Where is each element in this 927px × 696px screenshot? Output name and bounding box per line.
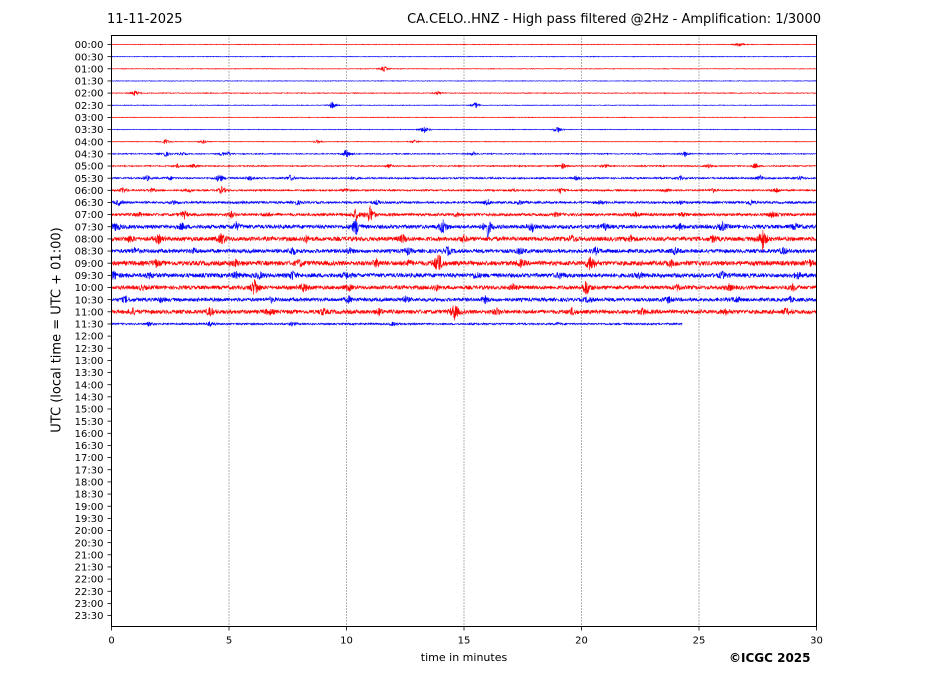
y-tick-label: 09:30	[75, 271, 104, 282]
x-tick-label: 20	[575, 636, 588, 647]
y-tick-label: 11:00	[75, 307, 104, 318]
y-tick-label: 22:30	[75, 587, 104, 598]
y-tick-label: 05:30	[75, 174, 104, 185]
trace-0800	[111, 230, 817, 253]
trace-0700	[111, 205, 817, 222]
trace-0930	[111, 270, 817, 280]
y-tick-label: 12:00	[75, 332, 104, 343]
trace-0200	[111, 90, 817, 96]
y-tick-label: 18:00	[75, 478, 104, 489]
y-tick-label: 02:00	[75, 89, 104, 100]
y-tick-label: 20:00	[75, 526, 104, 537]
y-tick-label: 04:00	[75, 137, 104, 148]
trace-0400	[111, 138, 817, 145]
y-tick-label: 18:30	[75, 490, 104, 501]
y-tick-label: 00:30	[75, 52, 104, 63]
vertical-gridlines	[228, 35, 700, 627]
y-tick-label: 07:00	[75, 210, 104, 221]
y-tick-label: 04:30	[75, 149, 104, 160]
y-tick-label: 22:00	[75, 575, 104, 586]
trace-0900	[111, 254, 817, 271]
y-tick-label: 05:00	[75, 162, 104, 173]
trace-0830	[111, 246, 817, 257]
y-tick-label: 23:30	[75, 611, 104, 622]
y-tick-label: 10:30	[75, 295, 104, 306]
trace-0530	[111, 174, 817, 182]
y-tick-label: 17:00	[75, 453, 104, 464]
y-tick-label: 01:30	[75, 77, 104, 88]
y-tick-label: 08:30	[75, 247, 104, 258]
y-tick-label: 15:30	[75, 417, 104, 428]
y-tick-label: 20:30	[75, 538, 104, 549]
y-tick-label: 13:00	[75, 356, 104, 367]
x-tick-label: 15	[458, 636, 471, 647]
y-tick-label: 14:30	[75, 392, 104, 403]
trace-0300	[111, 116, 817, 119]
y-tick-label: 13:30	[75, 368, 104, 379]
trace-1130	[111, 320, 683, 327]
y-tick-label: 21:30	[75, 563, 104, 574]
x-axis-label: time in minutes	[420, 651, 508, 664]
y-tick-label: 02:30	[75, 101, 104, 112]
y-tick-label: 16:30	[75, 441, 104, 452]
y-tick-label: 19:00	[75, 502, 104, 513]
trace-0100	[111, 65, 817, 72]
x-tick-label: 0	[108, 636, 114, 647]
plot-area	[111, 35, 817, 627]
trace-0230	[111, 101, 817, 109]
y-tick-label: 16:00	[75, 429, 104, 440]
x-tick-label: 5	[226, 636, 232, 647]
trace-0730	[111, 218, 817, 238]
y-tick-label: 11:30	[75, 320, 104, 331]
y-tick-label: 10:00	[75, 283, 104, 294]
trace-0630	[111, 199, 817, 207]
y-tick-label: 23:00	[75, 599, 104, 610]
y-tick-label: 07:30	[75, 222, 104, 233]
y-tick-label: 21:00	[75, 550, 104, 561]
y-tick-label: 03:00	[75, 113, 104, 124]
x-tick-label: 25	[693, 636, 706, 647]
recording-date: 11-11-2025	[107, 12, 183, 27]
x-axis-ticks: 0 5 10 15 20 25 30	[108, 626, 823, 647]
trace-0430	[111, 149, 817, 158]
y-tick-label: 08:00	[75, 235, 104, 246]
y-tick-label: 01:00	[75, 64, 104, 75]
x-tick-label: 10	[340, 636, 353, 647]
y-tick-label: 15:00	[75, 405, 104, 416]
chart-title: CA.CELO..HNZ - High pass filtered @2Hz -…	[407, 12, 821, 27]
trace-1000	[111, 279, 817, 295]
y-tick-label: 06:30	[75, 198, 104, 209]
seismic-traces	[111, 42, 817, 327]
y-axis-label: UTC (local time = UTC + 01:00)	[49, 227, 65, 433]
x-tick-label: 30	[810, 636, 823, 647]
trace-1030	[111, 295, 817, 305]
trace-1100	[111, 305, 817, 321]
y-tick-label: 12:30	[75, 344, 104, 355]
y-tick-label: 00:00	[75, 40, 104, 51]
trace-0000	[111, 42, 817, 47]
y-tick-label: 09:00	[75, 259, 104, 270]
trace-0330	[111, 126, 817, 134]
trace-0600	[111, 185, 817, 195]
plot-frame	[111, 35, 817, 627]
y-tick-label: 19:30	[75, 514, 104, 525]
y-tick-label: 06:00	[75, 186, 104, 197]
y-tick-label: 03:30	[75, 125, 104, 136]
y-tick-label: 17:30	[75, 465, 104, 476]
trace-0030	[111, 55, 817, 58]
trace-0130	[111, 79, 817, 82]
trace-0500	[111, 163, 817, 169]
copyright-notice: ©ICGC 2025	[729, 651, 811, 665]
y-tick-label: 14:00	[75, 380, 104, 391]
